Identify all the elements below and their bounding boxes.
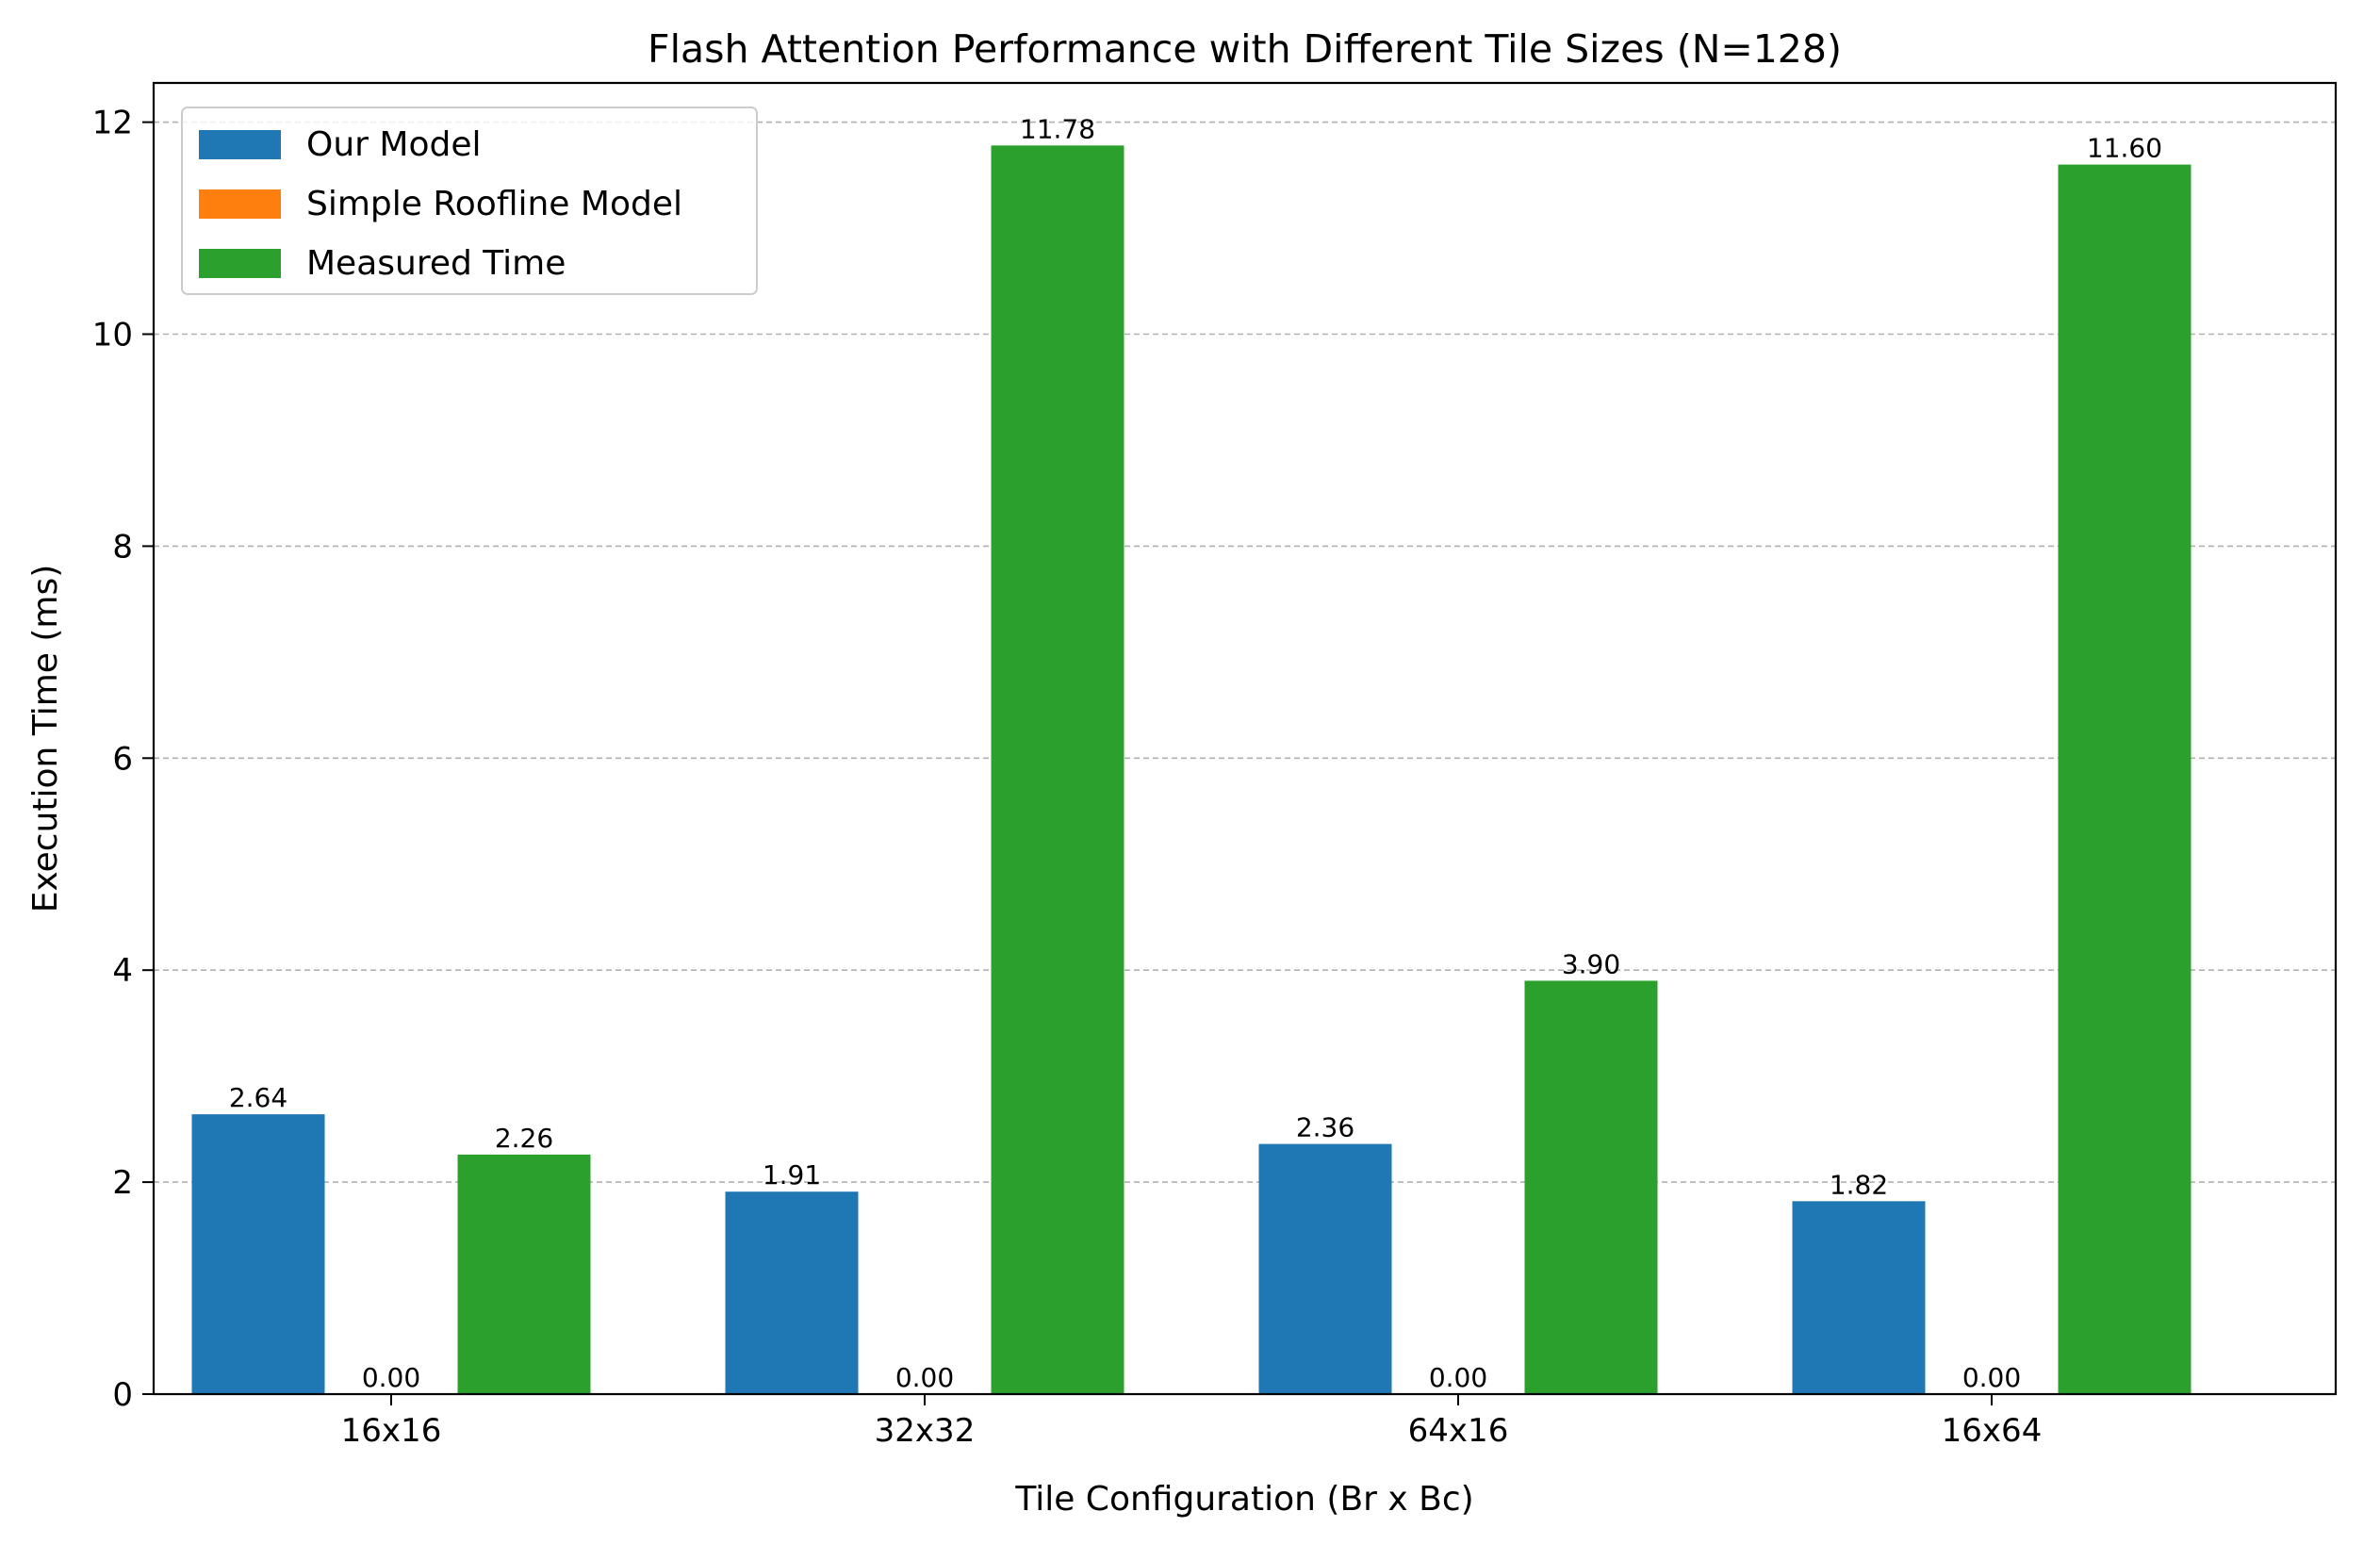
x-tick-label: 32x32 <box>875 1412 976 1450</box>
bar <box>1258 1143 1392 1394</box>
bar <box>1524 980 1658 1394</box>
bar <box>991 145 1124 1394</box>
bar <box>2058 164 2191 1395</box>
bar <box>1792 1201 1926 1394</box>
legend-swatch <box>199 249 281 278</box>
legend-label: Measured Time <box>306 244 566 283</box>
bar-value-label: 1.82 <box>1830 1169 1888 1200</box>
bar-value-label: 11.78 <box>1020 113 1095 144</box>
legend: Our Model Simple Roofline Model Measured T… <box>181 107 758 295</box>
bar-value-label: 2.26 <box>495 1123 553 1154</box>
bars <box>191 145 2191 1395</box>
y-axis: 0 2 4 6 8 10 12 <box>92 105 154 1414</box>
bar-value-label: 3.90 <box>1562 948 1620 979</box>
x-axis: 16x16 32x32 64x16 16x64 <box>341 1394 2043 1450</box>
bar-value-label: 0.00 <box>362 1362 420 1393</box>
bar-value-labels: 2.64 1.91 2.36 1.82 0.00 0.00 0.00 0.00 2.26 11.7… <box>229 113 2162 1393</box>
bar <box>191 1114 325 1394</box>
bar-value-label: 0.00 <box>1429 1362 1487 1393</box>
bar-value-label: 2.36 <box>1296 1112 1354 1143</box>
y-tick-label: 12 <box>92 105 133 142</box>
bar-value-label: 0.00 <box>895 1362 954 1393</box>
bar-value-label: 1.91 <box>763 1159 821 1191</box>
x-tick-label: 16x16 <box>341 1412 442 1450</box>
y-tick-label: 6 <box>112 740 133 778</box>
x-tick-label: 16x64 <box>1942 1412 2043 1450</box>
bar <box>457 1154 591 1394</box>
x-axis-label: Tile Configuration (Br x Bc) <box>1014 1480 1473 1519</box>
y-tick-label: 10 <box>92 317 133 354</box>
bar-value-label: 11.60 <box>2087 133 2162 164</box>
bar <box>725 1191 859 1394</box>
legend-box <box>181 107 758 295</box>
bar-value-label: 2.64 <box>229 1082 287 1113</box>
legend-swatch <box>199 189 281 219</box>
legend-swatch <box>199 130 281 159</box>
x-tick-label: 64x16 <box>1408 1412 1509 1450</box>
y-axis-label: Execution Time (ms) <box>26 565 65 913</box>
legend-label: Simple Roofline Model <box>306 185 682 223</box>
y-tick-label: 4 <box>112 952 133 990</box>
y-tick-label: 0 <box>112 1376 133 1414</box>
y-tick-label: 2 <box>112 1164 133 1202</box>
y-tick-label: 8 <box>112 528 133 566</box>
bar-value-label: 0.00 <box>1962 1362 2021 1393</box>
legend-label: Our Model <box>306 125 481 164</box>
chart-title: Flash Attention Performance with Differe… <box>648 26 1842 72</box>
plot-frame <box>152 81 2338 1396</box>
